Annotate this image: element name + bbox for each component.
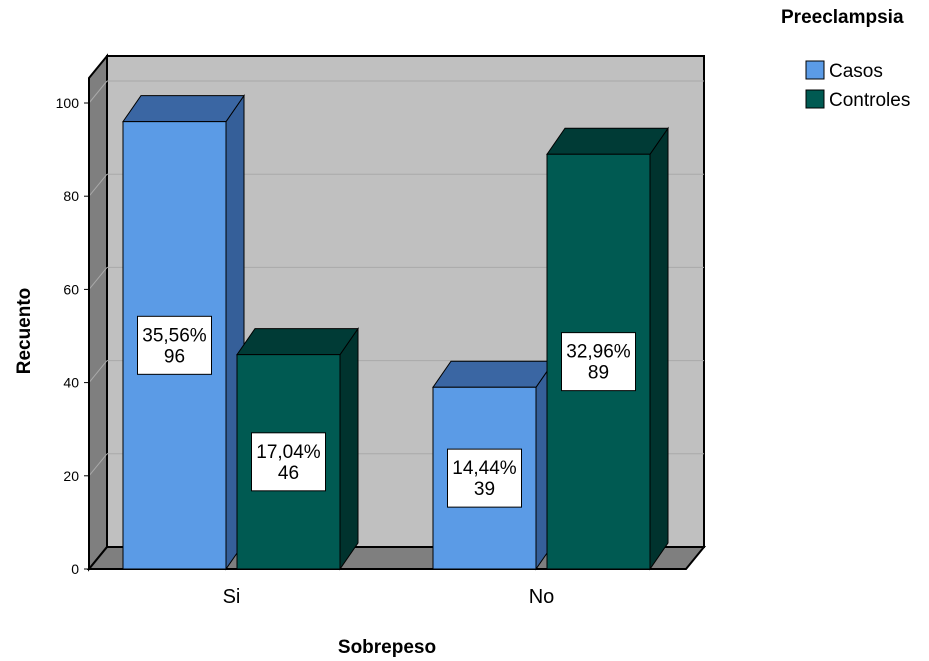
y-tick-label: 0 bbox=[71, 561, 79, 577]
y-tick-label: 60 bbox=[63, 281, 79, 297]
bar-top bbox=[432, 360, 555, 388]
data-label-count: 39 bbox=[474, 479, 495, 500]
data-label-count: 89 bbox=[588, 363, 609, 384]
y-axis: 0 20 40 60 80 100 bbox=[56, 78, 90, 577]
y-tick-label: 80 bbox=[63, 188, 79, 204]
y-tick-label: 40 bbox=[63, 375, 79, 391]
plot-side-wall bbox=[88, 53, 108, 572]
bar-top bbox=[236, 328, 359, 356]
y-axis-title: Recuento bbox=[14, 288, 35, 375]
legend-title: Preeclampsia bbox=[781, 7, 904, 28]
gridline-side bbox=[88, 453, 108, 477]
gridline-side bbox=[88, 267, 108, 290]
x-tick-label: Si bbox=[223, 586, 241, 608]
data-label-count: 96 bbox=[164, 346, 185, 367]
data-label-count: 46 bbox=[278, 463, 299, 484]
bar-top bbox=[122, 95, 245, 123]
data-label-box bbox=[251, 432, 326, 492]
x-axis: Si No bbox=[223, 586, 555, 608]
bar-side bbox=[339, 327, 359, 571]
data-labels: 35,56%96 17,04%46 14,44%39 32,96%89 bbox=[137, 315, 636, 508]
legend-entry: Controles bbox=[829, 90, 910, 111]
legend-swatch bbox=[805, 60, 825, 80]
data-label-percent: 32,96% bbox=[566, 342, 631, 363]
y-tick-label: 20 bbox=[63, 468, 79, 484]
legend-swatch bbox=[805, 89, 825, 109]
y-tick-label: 100 bbox=[56, 95, 80, 111]
gridline-side bbox=[88, 360, 108, 383]
bar-top bbox=[546, 127, 669, 155]
x-tick-label: No bbox=[529, 586, 555, 608]
bar-side bbox=[649, 126, 669, 571]
data-label-box bbox=[561, 332, 636, 392]
gridline-side bbox=[88, 80, 108, 104]
legend: Preeclampsia Casos Controles bbox=[781, 7, 910, 111]
data-label-percent: 35,56% bbox=[142, 325, 207, 346]
data-label-box bbox=[447, 448, 522, 508]
gridline-side bbox=[88, 173, 108, 197]
data-label-percent: 14,44% bbox=[452, 458, 517, 479]
x-axis-title: Sobrepeso bbox=[338, 637, 436, 658]
data-label-percent: 17,04% bbox=[256, 442, 321, 463]
data-label-box bbox=[137, 315, 212, 375]
legend-entry: Casos bbox=[829, 61, 883, 82]
